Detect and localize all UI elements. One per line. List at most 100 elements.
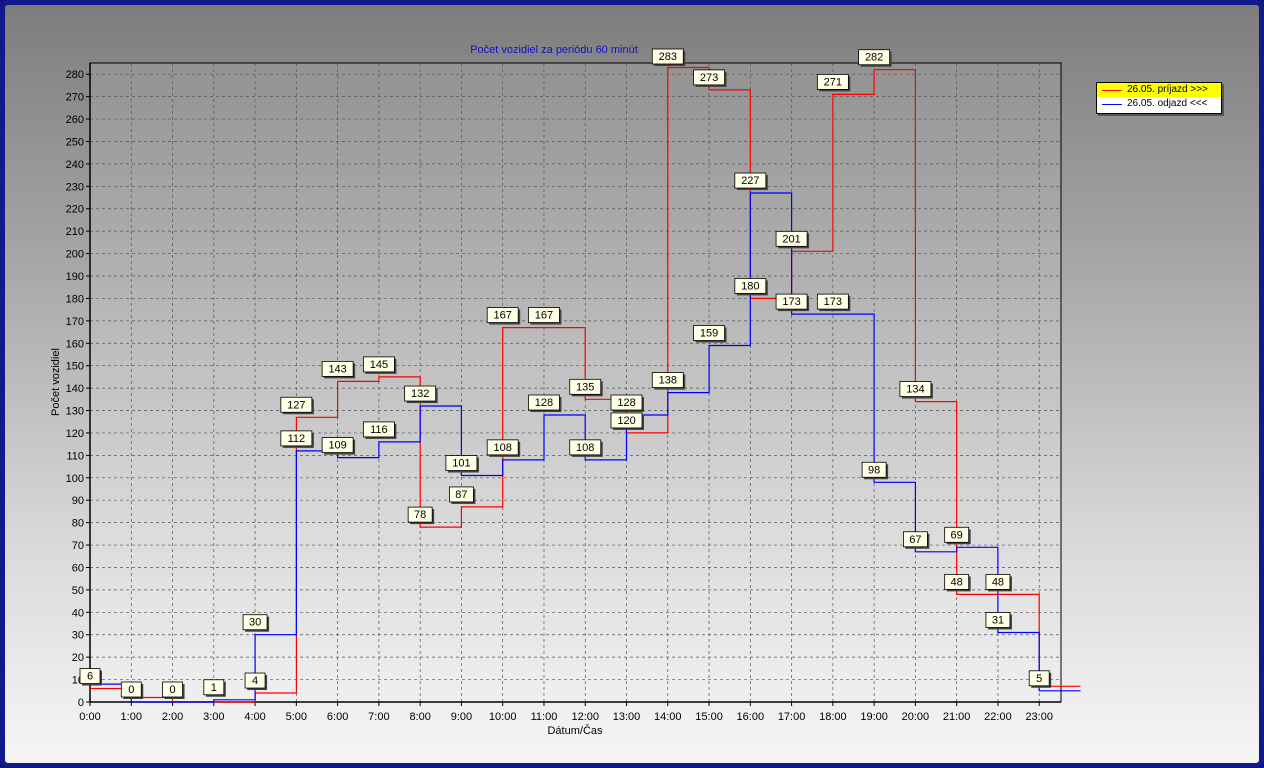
data-label: 31	[985, 612, 1012, 630]
data-label-text: 112	[288, 433, 306, 445]
data-label: 132	[404, 385, 438, 404]
data-label: 283	[651, 48, 686, 66]
data-label: 48	[985, 573, 1012, 592]
data-label-text: 48	[992, 576, 1004, 588]
data-label: 4	[244, 672, 268, 691]
x-tick-label: 18:00	[819, 711, 847, 723]
y-tick-label: 250	[66, 136, 84, 148]
data-label: 128	[610, 394, 645, 413]
data-label-box	[651, 48, 684, 65]
x-axis-label: Dátum/Čas	[547, 724, 603, 737]
data-label-box	[693, 325, 725, 341]
x-tick-label: 10:00	[489, 711, 517, 723]
y-tick-label: 200	[66, 249, 84, 261]
data-label: 116	[362, 421, 397, 439]
data-label: 134	[899, 381, 933, 399]
data-label-text: 98	[868, 464, 880, 476]
y-tick-label: 120	[66, 428, 84, 440]
y-tick-label: 230	[66, 181, 84, 193]
data-label-text: 31	[992, 614, 1004, 626]
x-tick-label: 9:00	[451, 711, 472, 723]
data-label-box	[985, 612, 1011, 628]
data-label-text: 0	[128, 684, 134, 696]
data-label-text: 159	[700, 328, 718, 340]
x-tick-label: 17:00	[778, 711, 806, 723]
step-line-chart: 0102030405060708090100110120130140150160…	[50, 44, 1081, 737]
data-label: 143	[321, 360, 356, 379]
departure-line-swatch	[1102, 104, 1122, 105]
data-label: 227	[734, 172, 768, 191]
data-label-box	[404, 385, 437, 402]
data-label-box	[244, 672, 266, 689]
data-label-box	[610, 394, 643, 411]
data-label-box	[321, 360, 354, 377]
data-label-text: 132	[411, 388, 429, 400]
y-tick-label: 0	[78, 697, 84, 709]
data-label-box	[528, 394, 560, 411]
data-label-text: 78	[414, 509, 426, 521]
data-label-box	[79, 668, 101, 684]
data-label-text: 6	[87, 671, 93, 683]
data-label: 127	[280, 396, 314, 415]
x-tick-label: 6:00	[327, 711, 348, 723]
data-label-text: 128	[535, 397, 553, 409]
data-label: 108	[569, 439, 603, 457]
x-tick-label: 21:00	[943, 711, 971, 723]
data-label-text: 271	[824, 76, 842, 88]
data-label-text: 108	[576, 442, 594, 454]
y-tick-label: 240	[66, 159, 84, 171]
y-tick-label: 150	[66, 361, 84, 373]
data-label: 98	[861, 461, 889, 480]
data-label: 180	[734, 278, 768, 296]
x-tick-label: 13:00	[613, 711, 641, 723]
data-label-box	[816, 73, 849, 90]
data-label-box	[775, 293, 808, 310]
legend-item-departure[interactable]: 26.05. odjazd <<<	[1097, 97, 1221, 111]
x-tick-label: 11:00	[531, 711, 558, 723]
data-label-box	[903, 531, 928, 548]
data-label-box	[407, 506, 433, 523]
data-label-text: 173	[782, 296, 800, 308]
data-label-text: 67	[909, 534, 921, 546]
legend: 26.05. príjazd >>> 26.05. odjazd <<<	[1096, 82, 1222, 114]
data-label-box	[861, 461, 887, 478]
data-label-text: 135	[576, 381, 594, 393]
x-tick-label: 14:00	[654, 711, 682, 723]
data-label-text: 87	[455, 489, 467, 501]
data-label-box	[203, 679, 225, 696]
legend-label-departure: 26.05. odjazd <<<	[1127, 98, 1208, 109]
data-label: 5	[1028, 670, 1052, 688]
data-label-box	[321, 437, 354, 454]
data-label-box	[445, 455, 478, 471]
x-tick-label: 8:00	[409, 711, 430, 723]
legend-item-arrival[interactable]: 26.05. príjazd >>>	[1097, 83, 1221, 97]
y-tick-label: 190	[66, 271, 84, 283]
data-label-text: 201	[782, 233, 800, 245]
y-tick-label: 220	[66, 204, 84, 216]
data-label-box	[362, 356, 395, 373]
x-tick-label: 22:00	[984, 711, 1012, 723]
data-label-text: 5	[1036, 673, 1042, 685]
x-tick-label: 3:00	[203, 711, 224, 723]
data-label-box	[528, 307, 560, 323]
data-label: 173	[816, 293, 851, 312]
y-tick-label: 160	[66, 338, 84, 350]
data-label-text: 227	[741, 175, 759, 187]
y-tick-label: 280	[66, 69, 84, 81]
data-label-text: 0	[169, 684, 175, 696]
y-tick-label: 130	[66, 406, 84, 418]
data-label-box	[242, 614, 268, 631]
data-label-text: 134	[906, 384, 924, 396]
data-label-text: 167	[535, 310, 553, 322]
data-label-text: 138	[659, 375, 677, 387]
data-label: 273	[693, 69, 727, 87]
data-label-box	[734, 278, 767, 294]
data-label-text: 116	[370, 424, 388, 436]
data-label: 30	[242, 614, 270, 632]
data-label-box	[693, 69, 725, 86]
data-label-box	[486, 307, 519, 323]
y-tick-label: 20	[72, 652, 84, 664]
data-label: 112	[280, 430, 314, 448]
data-label-box	[280, 396, 313, 413]
